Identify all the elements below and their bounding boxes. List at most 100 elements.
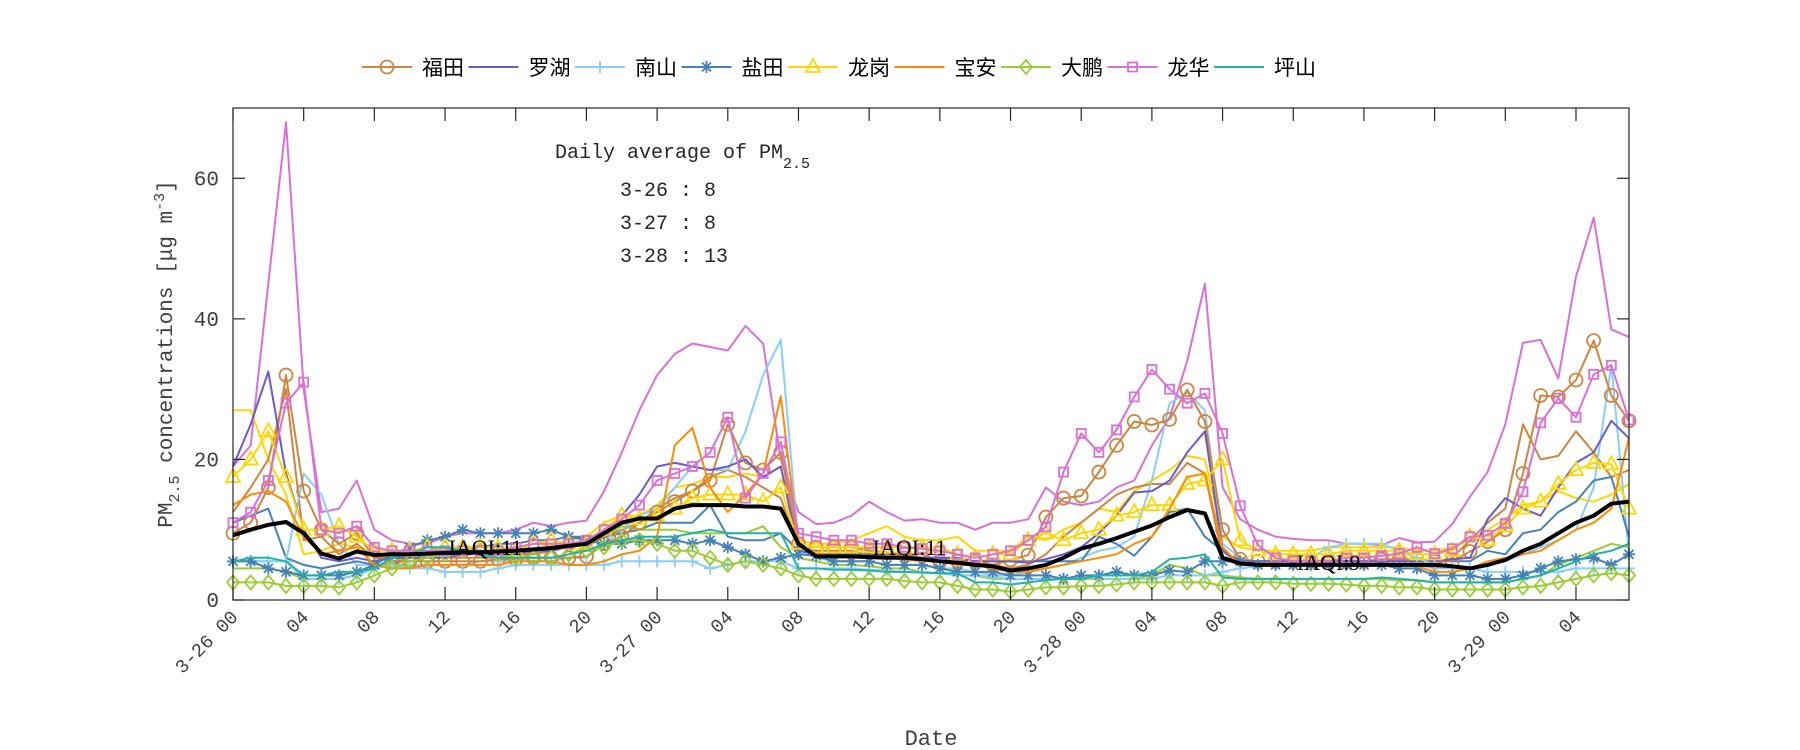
diamond-marker [1321,575,1336,593]
square-marker [1040,521,1052,533]
triangle-marker [807,537,825,554]
diamond-marker [1162,574,1177,591]
star-marker [1569,553,1582,566]
square-marker [1358,552,1370,564]
diamond-marker [1374,577,1389,595]
square-marker [846,534,857,546]
diamond-marker [720,556,735,574]
triangle-marker [1320,544,1338,561]
diamond-marker [914,574,930,591]
x-tick-label: 3-28 00 [1019,607,1091,679]
triangle-marker [1055,530,1073,547]
star-marker [1516,569,1529,582]
star-marker [1428,569,1441,582]
triangle-marker [1337,540,1355,557]
square-marker [368,541,380,553]
star-marker [969,565,982,578]
diamond-marker [261,574,276,591]
star-marker [668,534,681,547]
diamond-marker [1586,567,1601,584]
diamond-marker [1568,570,1584,588]
square-marker [1376,550,1388,562]
diamond-marker [667,542,682,560]
star-marker [863,555,876,568]
plus-marker [594,61,606,73]
triangle-marker [348,526,366,543]
x-tick-label: 20 [989,607,1021,639]
circle-marker [1197,414,1213,429]
star-marker [1234,555,1247,568]
star-marker [1039,569,1052,582]
square-marker [1146,364,1158,375]
circle-marker [1179,382,1195,398]
star-marker [439,530,452,543]
star-marker [1481,572,1494,585]
triangle-marker [683,488,701,504]
daily-average-3-26: 3-26 : 8 [620,180,716,203]
square-marker [298,376,310,388]
square-marker [828,534,840,546]
square-marker [1252,539,1264,551]
legend-item-龙岗: 龙岗 [788,56,890,80]
legend-label: 大鹏 [1061,56,1103,80]
square-marker [1570,411,1582,423]
star-marker [651,534,664,547]
star-marker [545,523,558,536]
diamond-marker [1533,577,1548,595]
x-tick-label: 08 [777,607,809,639]
plus-marker [456,565,469,578]
diamond-marker [1018,58,1034,76]
square-marker [1022,534,1034,546]
star-marker [1534,562,1547,575]
star-marker [244,555,257,568]
square-marker [1517,486,1529,498]
circle-marker [296,483,312,499]
star-marker [700,61,713,73]
legend-item-坪山: 坪山 [1214,56,1316,80]
iaqi-label: IAQI:11 [873,535,947,560]
square-marker [634,499,645,511]
star-marker [1587,551,1600,564]
square-marker [863,538,875,550]
diamond-marker [685,542,700,560]
diamond-marker [1056,578,1071,596]
legend-label: 龙华 [1168,56,1210,80]
diamond-marker [967,581,983,598]
x-tick-label: 20 [565,607,597,639]
square-marker [969,552,981,564]
circle-marker [1162,411,1177,427]
triangle-marker [913,537,931,554]
square-marker [687,461,698,472]
triangle-marker [1567,460,1585,476]
x-tick-label: 04 [706,607,738,639]
diamond-marker [826,570,841,588]
series-line-15 [232,499,1630,573]
star-marker [774,551,787,564]
triangle-marker [259,421,277,438]
circle-marker [1533,388,1549,403]
plus-marker [651,555,664,568]
triangle-marker [1072,523,1090,540]
diamond-marker [1127,574,1142,591]
triangle-marker [825,537,843,554]
star-marker [1216,555,1229,568]
square-marker [651,475,663,486]
legend-item-南山: 南山 [575,56,677,80]
x-tick-label: 3-26 00 [171,607,243,679]
diamond-marker [384,559,400,577]
square-marker [757,468,769,479]
x-tick-label: 20 [1413,607,1445,639]
square-marker [315,524,327,536]
square-marker [1181,397,1193,409]
square-marker [669,468,681,479]
triangle-marker [1214,449,1232,466]
star-marker [1499,572,1512,585]
legend-label: 罗湖 [529,56,571,80]
triangle-marker [1532,491,1550,508]
diamond-marker [738,552,753,570]
triangle-marker [330,516,348,533]
triangle-marker [1143,495,1161,512]
diamond-marker [773,559,788,577]
star-marker [1198,555,1211,568]
square-marker [1270,552,1281,564]
